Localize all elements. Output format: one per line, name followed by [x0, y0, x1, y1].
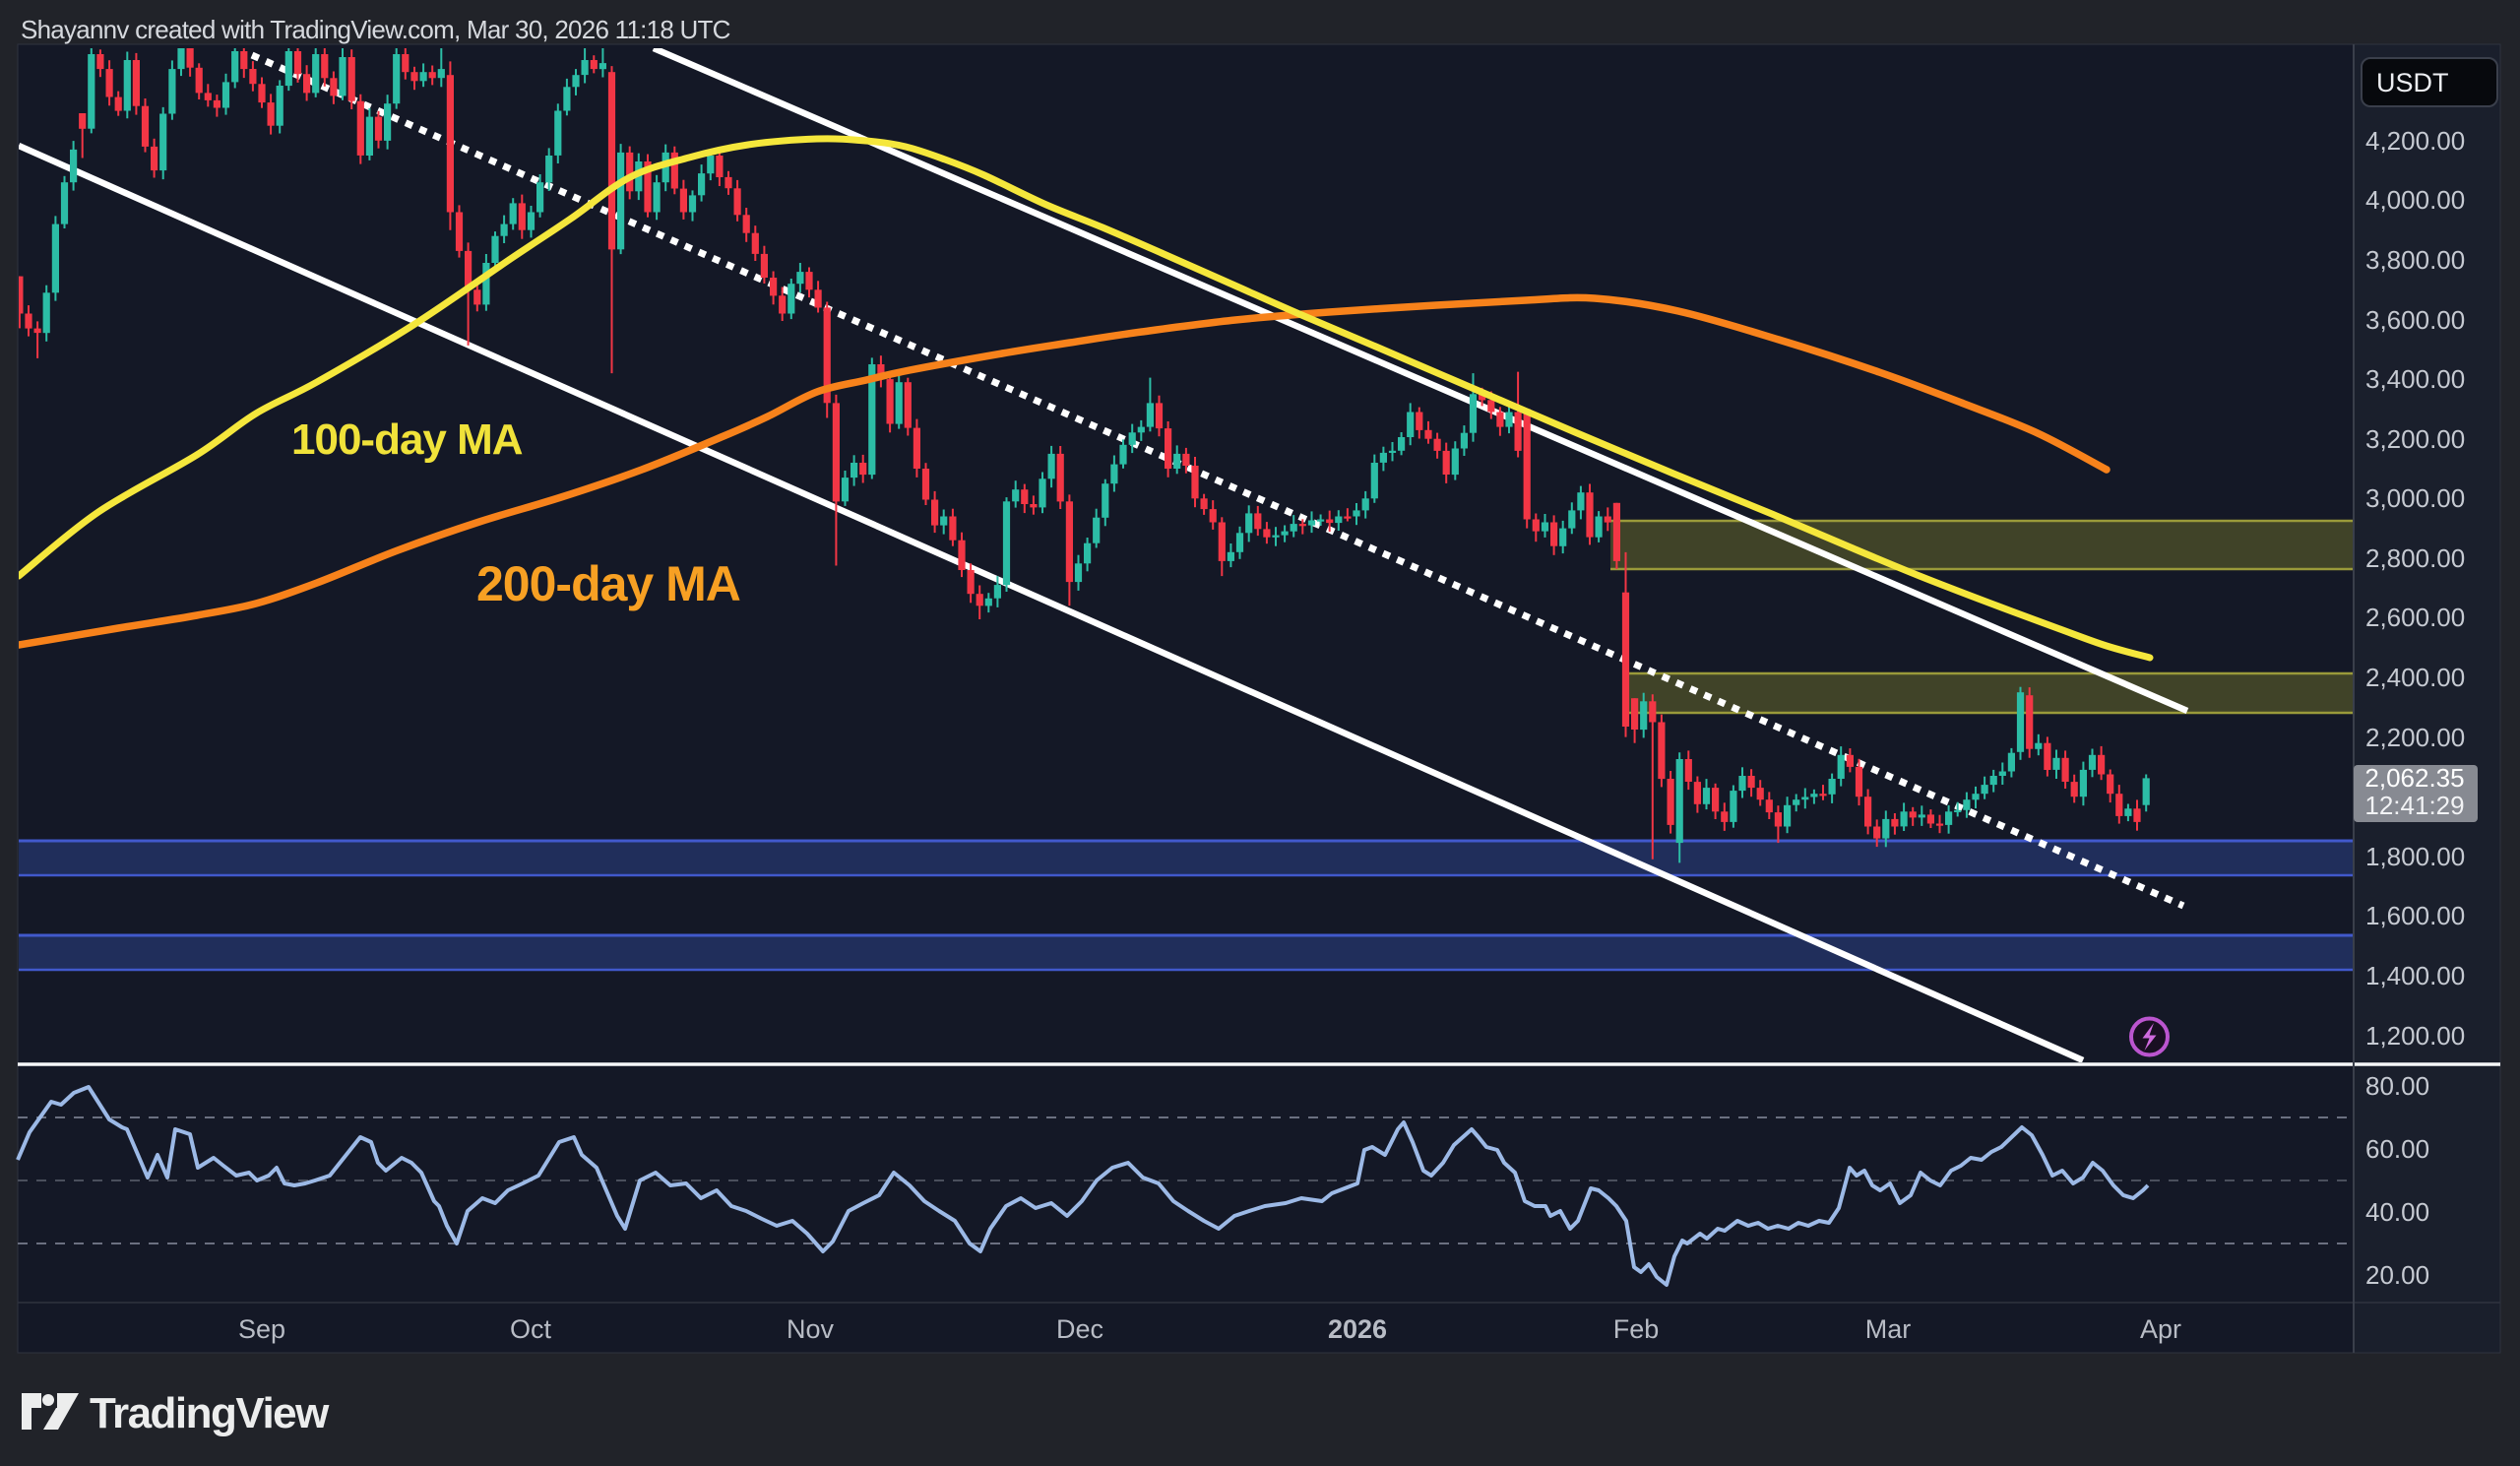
svg-text:100-day MA: 100-day MA [291, 415, 523, 464]
svg-text:3,200.00: 3,200.00 [2365, 424, 2465, 454]
svg-text:Shayannv created with TradingV: Shayannv created with TradingView.com, M… [21, 15, 730, 44]
svg-text:TradingView: TradingView [90, 1389, 330, 1437]
svg-text:4,200.00: 4,200.00 [2365, 126, 2465, 156]
svg-text:1,200.00: 1,200.00 [2365, 1021, 2465, 1051]
svg-text:60.00: 60.00 [2365, 1134, 2429, 1164]
svg-text:4,000.00: 4,000.00 [2365, 185, 2465, 215]
svg-text:3,400.00: 3,400.00 [2365, 364, 2465, 394]
svg-text:1,400.00: 1,400.00 [2365, 961, 2465, 990]
svg-text:Oct: Oct [510, 1314, 552, 1344]
svg-text:2026: 2026 [1328, 1314, 1387, 1344]
svg-text:USDT: USDT [2376, 68, 2449, 97]
svg-text:3,000.00: 3,000.00 [2365, 483, 2465, 513]
svg-text:Apr: Apr [2140, 1314, 2181, 1344]
svg-text:2,400.00: 2,400.00 [2365, 663, 2465, 692]
svg-text:2,600.00: 2,600.00 [2365, 603, 2465, 632]
svg-text:3,800.00: 3,800.00 [2365, 245, 2465, 275]
svg-text:200-day MA: 200-day MA [476, 556, 740, 611]
svg-text:2,200.00: 2,200.00 [2365, 723, 2465, 752]
svg-text:12:41:29: 12:41:29 [2364, 791, 2464, 820]
svg-text:2,062.35: 2,062.35 [2364, 763, 2464, 793]
svg-text:40.00: 40.00 [2365, 1197, 2429, 1227]
svg-text:Mar: Mar [1865, 1314, 1912, 1344]
svg-text:2,800.00: 2,800.00 [2365, 543, 2465, 573]
svg-text:Sep: Sep [238, 1314, 285, 1344]
svg-text:80.00: 80.00 [2365, 1071, 2429, 1101]
svg-text:20.00: 20.00 [2365, 1260, 2429, 1290]
svg-text:1,800.00: 1,800.00 [2365, 842, 2465, 871]
svg-text:Feb: Feb [1613, 1314, 1660, 1344]
svg-text:Dec: Dec [1056, 1314, 1103, 1344]
svg-text:3,600.00: 3,600.00 [2365, 305, 2465, 335]
svg-text:1,600.00: 1,600.00 [2365, 901, 2465, 930]
svg-text:Nov: Nov [787, 1314, 835, 1344]
